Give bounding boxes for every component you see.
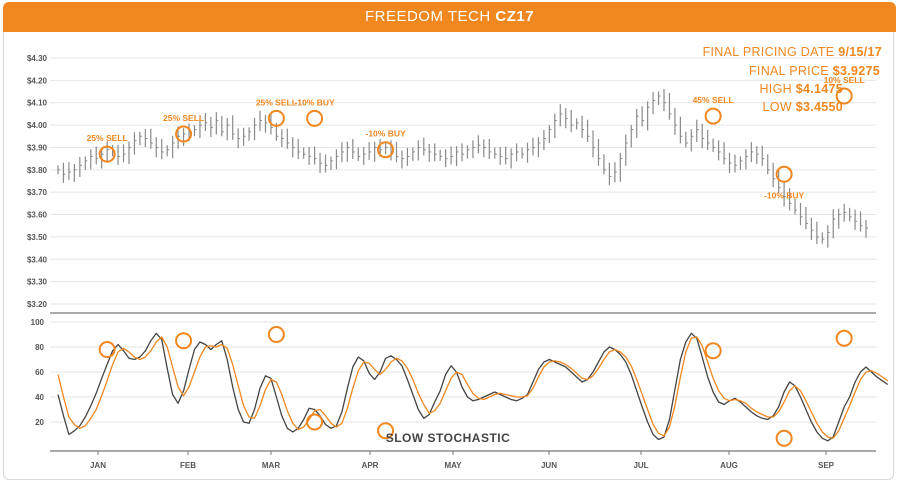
final-price-label: FINAL PRICE <box>748 64 829 78</box>
price-tick-label: $3.30 <box>27 278 48 287</box>
price-tick-label: $3.70 <box>27 188 48 197</box>
x-tick-label: FEB <box>180 461 196 470</box>
signal-label: 25% SELL <box>163 113 204 123</box>
price-tick-label: $3.20 <box>27 300 48 309</box>
x-tick-label: JUL <box>633 461 648 470</box>
signal-label: -10% BUY <box>295 97 335 107</box>
stochastic-signal-circle <box>267 326 285 343</box>
title-banner: FREEDOM TECH CZ17 <box>3 2 896 32</box>
stochastic-title: SLOW STOCHASTIC <box>386 431 511 445</box>
x-tick-label: MAR <box>262 461 280 470</box>
x-tick-label: MAY <box>444 461 462 470</box>
stochastic-tick-label: 80 <box>35 343 44 352</box>
price-bars <box>57 88 868 248</box>
x-tick-label: AUG <box>720 461 738 470</box>
high-label: HIGH <box>759 82 792 96</box>
low-value: $3.4550 <box>795 100 843 114</box>
high-value: $4.1475 <box>795 82 843 96</box>
stochastic-signal-circle <box>98 341 116 358</box>
stochastic-signal-circle <box>306 413 324 431</box>
signal-circle <box>704 107 722 125</box>
price-tick-label: $3.90 <box>27 143 48 152</box>
price-tick-label: $3.40 <box>27 255 48 264</box>
info-final-date: FINAL PRICING DATE 9/15/17 <box>703 45 882 59</box>
stochastic-d-line <box>57 336 889 439</box>
signal-label: -10% BUY <box>764 190 804 200</box>
title-contract: CZ17 <box>495 8 535 25</box>
stochastic-y-axis: 100 80 60 40 20 <box>31 318 45 427</box>
stochastic-signal-circle <box>704 342 722 360</box>
price-tick-label: $3.50 <box>27 233 48 242</box>
price-tick-label: $4.00 <box>27 121 48 130</box>
signal-label: 25% SELL <box>87 133 128 143</box>
signal-label: 25% SELL <box>256 97 297 107</box>
low-label: LOW <box>762 100 792 114</box>
price-y-axis: $4.30 $4.20 $4.10 $4.00 $3.90 $3.80 $3.70 $3.60… <box>27 54 48 309</box>
stochastic-tick-label: 40 <box>35 393 44 402</box>
stochastic-k-line <box>57 332 889 442</box>
stochastic-lines <box>57 332 889 442</box>
signal-label: 10% SELL <box>824 75 865 85</box>
chart-frame <box>3 32 894 480</box>
final-date-label: FINAL PRICING DATE <box>702 45 835 59</box>
x-axis: JAN FEB MAR APR MAY JUN JUL AUG SEP <box>90 451 835 470</box>
title-name: FREEDOM TECH <box>364 8 491 25</box>
price-tick-label: $3.80 <box>27 166 48 175</box>
x-tick-label: JUN <box>541 461 557 470</box>
signal-label: -10% BUY <box>365 129 405 139</box>
x-tick-label: JAN <box>90 461 106 470</box>
price-tick-label: $4.10 <box>27 99 48 108</box>
stochastic-tick-label: 60 <box>35 368 44 377</box>
info-final-price: FINAL PRICE $3.9275 <box>749 64 880 78</box>
signal-circle <box>175 125 193 143</box>
signal-circle <box>267 109 285 127</box>
stochastic-grid <box>50 321 876 423</box>
stochastic-signal-circle <box>775 429 793 447</box>
price-tick-label: $4.20 <box>27 76 48 85</box>
stochastic-tick-label: 100 <box>31 318 45 327</box>
signal-circle <box>775 165 793 183</box>
signal-circle <box>98 145 116 163</box>
stochastic-signal-circle <box>835 329 853 347</box>
stochastic-tick-label: 20 <box>35 418 44 427</box>
x-tick-label: SEP <box>818 461 835 470</box>
price-tick-label: $3.60 <box>27 211 48 220</box>
final-date-value: 9/15/17 <box>838 45 882 59</box>
final-price-value: $3.9275 <box>832 64 880 78</box>
price-grid <box>50 57 876 305</box>
info-high: HIGH $4.1475 <box>759 82 843 96</box>
signal-circle <box>835 87 853 105</box>
signal-label: 45% SELL <box>693 95 734 105</box>
x-tick-label: APR <box>362 461 379 470</box>
stochastic-signal-circle <box>377 422 395 440</box>
signal-circle <box>306 109 324 127</box>
stochastic-signal-circle <box>175 332 193 350</box>
info-low: LOW $3.4550 <box>763 100 843 114</box>
price-tick-label: $4.30 <box>27 54 48 63</box>
signal-circle <box>377 141 395 159</box>
